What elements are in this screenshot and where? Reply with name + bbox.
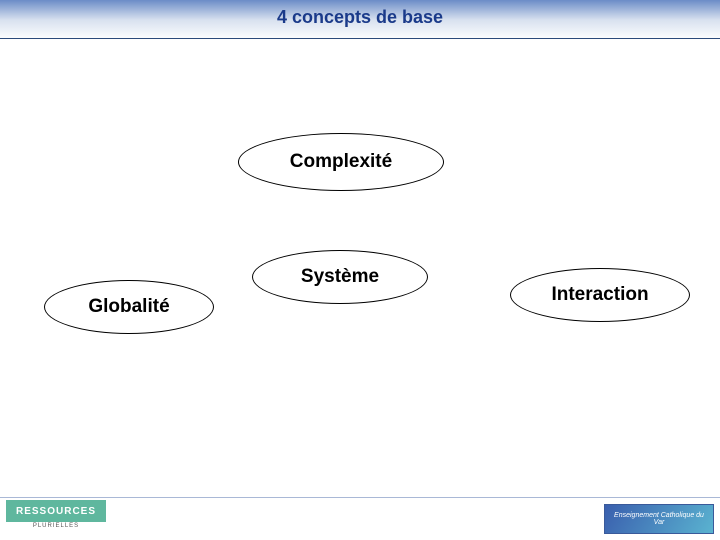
footer-logo-left: RESSOURCES PLURIELLES <box>6 500 106 534</box>
header-rule <box>0 38 720 39</box>
concept-ellipse: Globalité <box>44 280 214 334</box>
concept-label: Système <box>301 266 379 288</box>
concept-ellipse: Complexité <box>238 133 444 191</box>
concept-label: Globalité <box>88 296 169 318</box>
concept-label: Interaction <box>551 284 648 306</box>
footer-logo-right-text: Enseignement Catholique du Var <box>605 512 713 526</box>
concept-label: Complexité <box>290 151 392 173</box>
concept-ellipse: Système <box>252 250 428 304</box>
footer-logo-left-text: RESSOURCES <box>6 500 106 522</box>
footer-logo-right: Enseignement Catholique du Var <box>604 504 714 534</box>
footer-logo-left-subtext: PLURIELLES <box>6 523 106 529</box>
footer-rule <box>0 497 720 498</box>
page-title: 4 concepts de base <box>0 7 720 28</box>
concept-ellipse: Interaction <box>510 268 690 322</box>
